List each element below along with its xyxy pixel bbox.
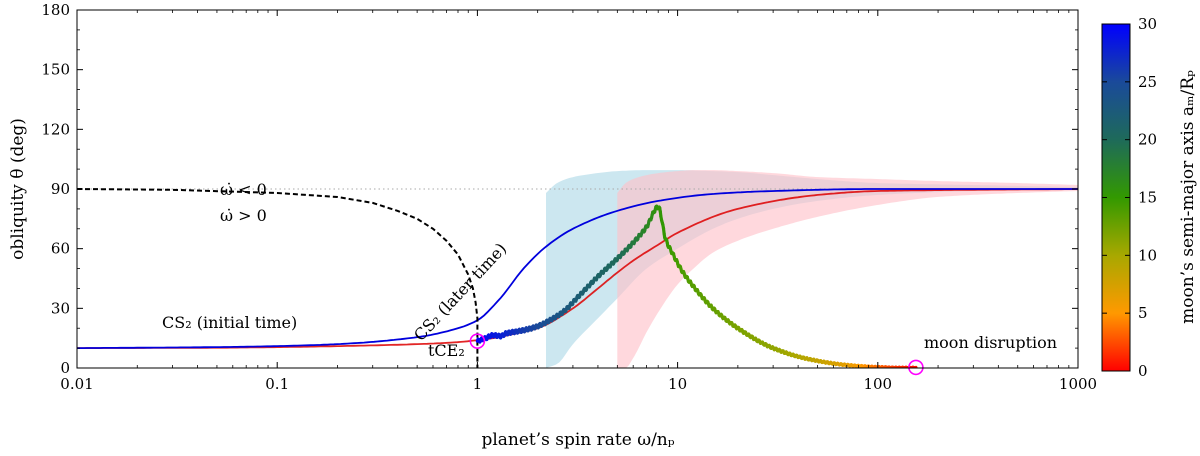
omega-dot-zero-dashed-curve	[77, 188, 479, 368]
y-tick-label: 150	[41, 61, 70, 79]
colorbar-label: moon’s semi-major axis aₘ/Rₚ	[1178, 70, 1198, 324]
annotation-moon-disruption: moon disruption	[924, 333, 1057, 352]
x-tick-label: 1000	[1059, 375, 1097, 393]
colorbar-tick-label: 30	[1138, 15, 1157, 33]
colorbar-tick-label: 20	[1138, 131, 1157, 149]
annotation-omega-negative: ω̇ < 0	[220, 180, 267, 199]
colorbar-tick-label: 0	[1138, 362, 1148, 380]
y-tick-label: 120	[41, 120, 70, 138]
annotation-cs2-initial: CS₂ (initial time)	[162, 313, 297, 332]
tce2-marker	[469, 333, 486, 349]
x-tick-label: 1	[473, 375, 483, 393]
colorbar-tick-label: 25	[1138, 73, 1157, 91]
colorbar-tick-label: 10	[1138, 246, 1157, 264]
x-tick-label: 0.01	[60, 375, 93, 393]
y-tick-label: 180	[41, 1, 70, 19]
x-axis-label: planet’s spin rate ω/nₚ	[481, 430, 674, 450]
colorbar: 0 5 10 15 20 25 30 moon’s semi-major axis aₘ/R…	[1101, 15, 1198, 380]
y-axis-label: obliquity θ (deg)	[8, 118, 28, 260]
pink-band	[617, 170, 1078, 368]
x-tick-label: 100	[863, 375, 892, 393]
y-tick-label: 90	[51, 180, 70, 198]
annotation-cs2-later: CS₂ (later time)	[410, 239, 510, 345]
y-ticks: 0 30 60 90 120 150 180	[41, 1, 1078, 377]
y-tick-label: 60	[51, 240, 70, 258]
x-tick-label: 0.1	[265, 375, 289, 393]
trajectory	[475, 204, 918, 368]
annotation-tce2: tCE₂	[428, 341, 465, 360]
markers	[469, 333, 924, 376]
colorbar-tick-label: 5	[1138, 304, 1148, 322]
x-ticks: 0.01 0.1 1 10 100 1000	[60, 10, 1097, 393]
moon-disruption-marker	[908, 359, 924, 376]
uncertainty-bands	[546, 170, 1078, 368]
y-tick-label: 30	[51, 299, 70, 317]
curves	[77, 188, 1078, 368]
colorbar-tick-label: 15	[1138, 189, 1157, 207]
y-tick-label: 0	[60, 359, 70, 377]
annotation-omega-positive: ω̇ > 0	[220, 206, 267, 225]
cs2-later-time-curve	[77, 188, 1078, 349]
x-tick-label: 10	[668, 375, 687, 393]
colorbar-ticks: 0 5 10 15 20 25 30	[1102, 15, 1157, 380]
